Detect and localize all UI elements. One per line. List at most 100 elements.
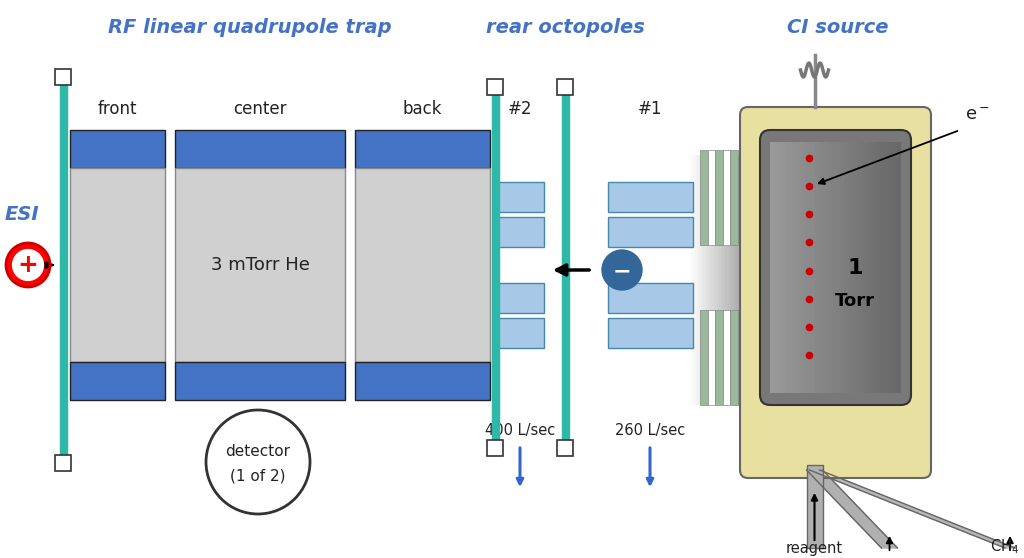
Polygon shape: [607, 283, 692, 313]
Bar: [862, 142, 866, 393]
Polygon shape: [175, 130, 345, 168]
Bar: [715, 155, 717, 405]
Text: center: center: [233, 100, 287, 118]
Polygon shape: [723, 150, 730, 245]
Polygon shape: [700, 310, 708, 405]
Bar: [814, 142, 818, 393]
Text: +: +: [17, 253, 39, 277]
Text: reagent: reagent: [786, 541, 843, 556]
Bar: [703, 155, 706, 405]
Polygon shape: [496, 217, 544, 247]
Bar: [792, 142, 797, 393]
Polygon shape: [607, 217, 692, 247]
Bar: [831, 142, 836, 393]
Bar: [713, 155, 715, 405]
Text: rear octopoles: rear octopoles: [485, 18, 644, 37]
Text: CI source: CI source: [787, 18, 889, 37]
Polygon shape: [487, 79, 503, 95]
Text: back: back: [402, 100, 441, 118]
Polygon shape: [355, 130, 490, 168]
Bar: [787, 142, 792, 393]
Bar: [696, 155, 699, 405]
Bar: [770, 142, 774, 393]
Bar: [801, 142, 805, 393]
Bar: [692, 155, 694, 405]
Bar: [826, 142, 831, 393]
Bar: [738, 155, 740, 405]
Bar: [694, 155, 696, 405]
Text: #1: #1: [638, 100, 663, 118]
Bar: [710, 155, 713, 405]
Bar: [706, 155, 708, 405]
Text: 260 L/sec: 260 L/sec: [614, 422, 685, 437]
Bar: [783, 142, 787, 393]
Bar: [778, 142, 783, 393]
Bar: [880, 142, 884, 393]
Polygon shape: [700, 150, 708, 245]
Polygon shape: [55, 455, 71, 471]
Polygon shape: [607, 318, 692, 348]
Polygon shape: [175, 168, 345, 362]
Bar: [708, 155, 710, 405]
FancyBboxPatch shape: [740, 107, 931, 478]
FancyBboxPatch shape: [760, 130, 911, 405]
Text: front: front: [97, 100, 137, 118]
Polygon shape: [492, 95, 499, 440]
Circle shape: [12, 249, 43, 281]
Polygon shape: [355, 362, 490, 400]
Polygon shape: [59, 85, 67, 455]
Bar: [734, 155, 736, 405]
Text: detector: detector: [225, 445, 291, 459]
Bar: [822, 142, 826, 393]
Bar: [849, 142, 853, 393]
Bar: [740, 155, 743, 405]
Polygon shape: [70, 130, 165, 168]
Polygon shape: [715, 310, 723, 405]
Text: (1 of 2): (1 of 2): [230, 469, 286, 483]
Polygon shape: [175, 362, 345, 400]
Polygon shape: [807, 470, 897, 548]
Bar: [719, 155, 721, 405]
Bar: [717, 155, 719, 405]
Text: −: −: [612, 261, 632, 281]
Bar: [732, 155, 734, 405]
Bar: [888, 142, 892, 393]
Polygon shape: [496, 182, 544, 212]
Polygon shape: [730, 150, 738, 245]
Bar: [725, 155, 728, 405]
Polygon shape: [487, 440, 503, 456]
Polygon shape: [723, 310, 730, 405]
Polygon shape: [355, 168, 490, 362]
Bar: [818, 142, 822, 393]
Bar: [840, 142, 844, 393]
Polygon shape: [708, 310, 715, 405]
Bar: [701, 155, 703, 405]
Polygon shape: [496, 318, 544, 348]
Polygon shape: [730, 310, 738, 405]
Text: RF linear quadrupole trap: RF linear quadrupole trap: [109, 18, 392, 37]
Polygon shape: [715, 150, 723, 245]
Polygon shape: [557, 79, 573, 95]
Text: Torr: Torr: [836, 292, 876, 310]
Bar: [809, 142, 814, 393]
Text: 400 L/sec: 400 L/sec: [485, 422, 555, 437]
Bar: [897, 142, 901, 393]
Bar: [866, 142, 870, 393]
Polygon shape: [807, 465, 822, 548]
Bar: [730, 155, 732, 405]
Bar: [857, 142, 862, 393]
Bar: [836, 142, 840, 393]
Polygon shape: [70, 362, 165, 400]
Bar: [844, 142, 849, 393]
Bar: [853, 142, 857, 393]
Bar: [699, 155, 701, 405]
Polygon shape: [496, 283, 544, 313]
Text: 3 mTorr He: 3 mTorr He: [211, 256, 309, 274]
Polygon shape: [561, 95, 568, 440]
Circle shape: [6, 243, 50, 287]
Bar: [870, 142, 874, 393]
Bar: [736, 155, 738, 405]
Bar: [723, 155, 725, 405]
Text: CH$_4$: CH$_4$: [990, 537, 1020, 556]
Bar: [728, 155, 730, 405]
